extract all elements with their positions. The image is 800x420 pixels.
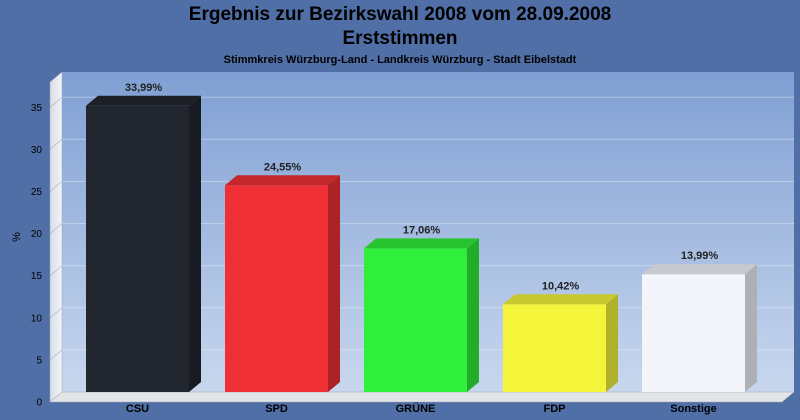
data-label: 13,99% bbox=[681, 250, 719, 262]
chart-title: Ergebnis zur Bezirkswahl 2008 vom 28.09.… bbox=[188, 4, 612, 25]
bar-series bbox=[86, 95, 757, 392]
y-tick-label: 30 bbox=[31, 145, 43, 156]
data-label: 10,42% bbox=[542, 280, 580, 292]
gridline-wall bbox=[49, 223, 63, 234]
bar-fdp bbox=[503, 294, 618, 392]
y-axis-label: % bbox=[11, 232, 23, 242]
bar-side bbox=[189, 95, 201, 392]
gridline-wall bbox=[49, 96, 63, 108]
plot-floor bbox=[49, 391, 795, 403]
gridline-wall bbox=[49, 349, 63, 361]
data-label: 24,55% bbox=[264, 161, 302, 173]
bar-front bbox=[86, 105, 189, 392]
gridline-wall bbox=[49, 139, 63, 150]
bar-top bbox=[225, 175, 340, 186]
y-axis: 0 5 10 15 20 25 30 35 bbox=[31, 103, 43, 409]
bar-spd bbox=[225, 175, 340, 392]
bar-top bbox=[642, 264, 757, 275]
bar-top bbox=[503, 294, 618, 305]
data-label: 17,06% bbox=[403, 224, 441, 236]
bar-csu bbox=[86, 95, 201, 392]
bar-front bbox=[642, 274, 745, 392]
gridline-wall bbox=[49, 307, 63, 319]
y-tick-label: 15 bbox=[31, 271, 43, 282]
x-tick-label: Sonstige bbox=[670, 403, 716, 415]
gridline-wall bbox=[49, 181, 63, 192]
data-labels: 33,99% 24,55% 17,06% 10,42% 13,99% bbox=[125, 82, 719, 292]
y-tick-label: 20 bbox=[31, 229, 43, 240]
bar-front bbox=[503, 304, 606, 392]
bar-side bbox=[745, 264, 757, 392]
bar-sonstige bbox=[642, 264, 757, 392]
y-tick-label: 10 bbox=[31, 313, 43, 324]
chart-caption: Stimmkreis Würzburg-Land - Landkreis Wür… bbox=[223, 54, 577, 66]
bar-front bbox=[225, 185, 328, 392]
gridline-wall bbox=[49, 265, 63, 276]
bar-front bbox=[364, 248, 467, 392]
bar-side bbox=[328, 175, 340, 392]
x-axis: CSU SPD GRÜNE FDP Sonstige bbox=[126, 402, 717, 415]
data-label: 33,99% bbox=[125, 82, 163, 94]
bar-side bbox=[467, 238, 479, 392]
bar-side bbox=[606, 294, 618, 392]
x-tick-label: FDP bbox=[544, 403, 566, 415]
x-tick-label: SPD bbox=[265, 403, 288, 415]
y-tick-label: 35 bbox=[31, 103, 43, 114]
y-tick-label: 25 bbox=[31, 187, 43, 198]
x-tick-label: CSU bbox=[126, 403, 149, 415]
bar-top bbox=[86, 95, 201, 106]
x-tick-label: GRÜNE bbox=[396, 402, 436, 415]
y-tick-label: 5 bbox=[36, 355, 42, 366]
bar-top bbox=[364, 238, 479, 249]
chart-subtitle: Erststimmen bbox=[342, 28, 458, 49]
y-tick-label: 0 bbox=[36, 398, 42, 409]
bar-grüne bbox=[364, 238, 479, 392]
plot-side-wall bbox=[49, 71, 63, 403]
